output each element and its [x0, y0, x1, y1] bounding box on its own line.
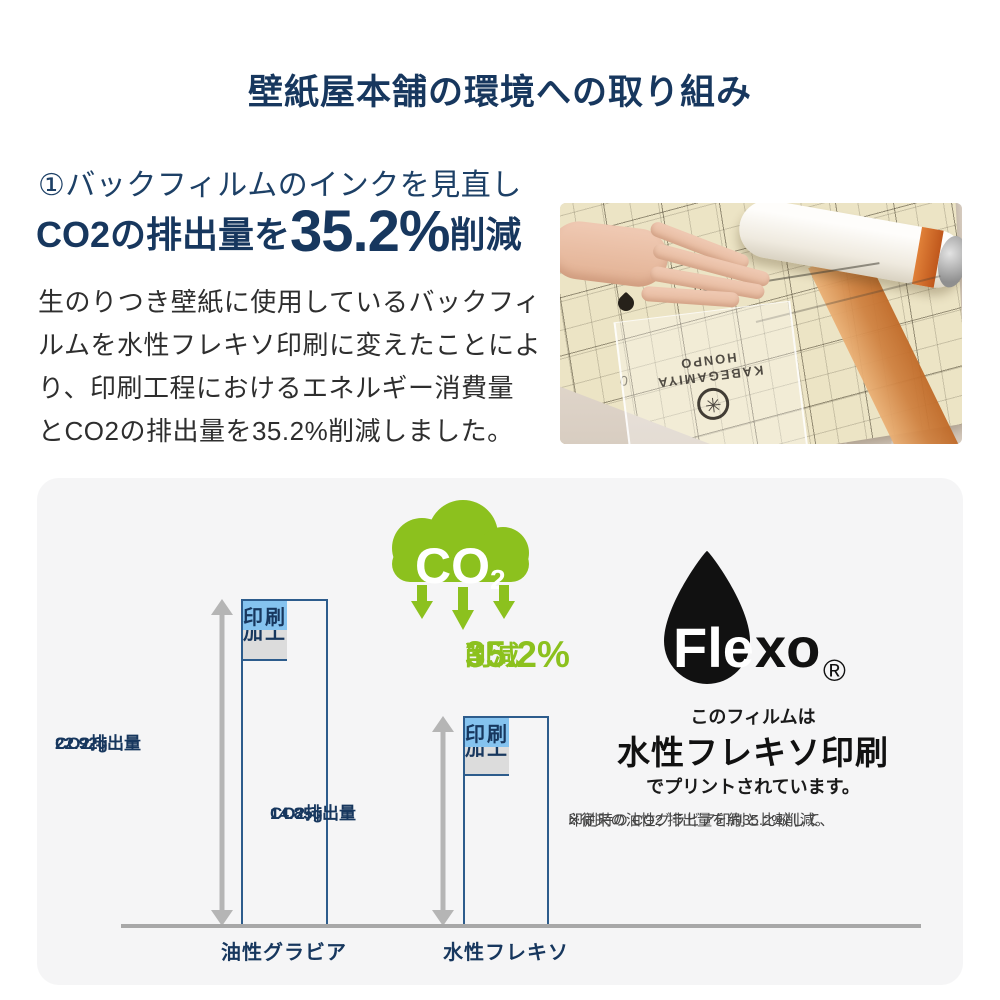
film-brand-text: KABEGAMIYA HONPO: [653, 346, 765, 391]
bar2-total-caption: CO2排出量: [270, 804, 356, 823]
headline-suffix: 削減: [449, 214, 522, 255]
co2-cloud-icon: CO 2: [392, 500, 529, 630]
footnote-line: ※従来の油性グラビア印刷と比較して、: [568, 812, 835, 829]
backfilm-photo: 10 50 0 ✳ KABEGAMIYA HONPO: [560, 203, 962, 444]
category-water-flexo: 水性フレキソ: [443, 942, 569, 964]
droplet-icon: [664, 551, 750, 684]
paragraph-line: 生のりつき壁紙に使用しているバックフィ: [38, 287, 541, 317]
intro-paragraph: 生のりつき壁紙に使用しているバックフィ ルムを水性フレキソ印刷に変えたことによ …: [38, 281, 541, 453]
reduction-value: 35.2%: [465, 634, 570, 675]
reduction-suffix: 削減: [465, 641, 519, 671]
paragraph-line: ルムを水性フレキソ印刷に変えたことによ: [38, 330, 541, 360]
section-heading: ①バックフィルムのインクを見直し: [38, 169, 522, 202]
bar1-height-arrow: [211, 599, 233, 926]
flexo-brand-dark-part: xo: [755, 616, 820, 679]
comparison-panel: CO 2 35.2% 削減 CO2排出量 22.92g 加工 印刷: [37, 478, 963, 985]
bar-oil-gravure: 加工 印刷: [241, 599, 328, 926]
bar1-total-caption: CO2排出量: [55, 734, 141, 753]
down-arrows-icon: [411, 585, 515, 630]
co2-reduction-headline: CO2の排出量を35.2%削減: [36, 198, 522, 265]
flexo-caption-3: でプリントされています。: [646, 777, 860, 797]
flexo-droplet-logo: Fle xo ®: [664, 551, 846, 688]
flexo-caption-2: 水性フレキソ印刷: [617, 734, 889, 771]
bar-water-flexo: 加工 印刷: [463, 716, 549, 926]
headline-value: 35.2%: [290, 199, 450, 264]
headline-prefix: CO2の排出量を: [36, 214, 291, 255]
flexo-caption-1: このフィルムは: [690, 707, 816, 727]
bar1-total-value: 22.92g: [55, 734, 108, 753]
film-circle-logo: ✳: [695, 386, 732, 423]
bar2-printing-segment: 印刷: [465, 718, 509, 747]
category-oil-gravure: 油性グラビア: [221, 942, 347, 964]
paragraph-line: り、印刷工程におけるエネルギー消費量: [38, 373, 514, 403]
registered-trademark-icon: ®: [823, 653, 846, 688]
bar1-printing-segment: 印刷: [243, 601, 287, 630]
footnote-line: 印刷時の CO2 排出量を約35.2%削減。: [568, 812, 830, 829]
paragraph-line: とCO2の排出量を35.2%削減しました。: [38, 416, 514, 446]
flexo-brand-white-part: Fle: [673, 616, 754, 679]
x-axis-line: [121, 924, 921, 928]
bar2-height-arrow: [432, 716, 454, 926]
bar2-total-value: 14.85g: [270, 804, 323, 823]
page-title: 壁紙屋本舗の環境への取り組み: [247, 73, 752, 112]
